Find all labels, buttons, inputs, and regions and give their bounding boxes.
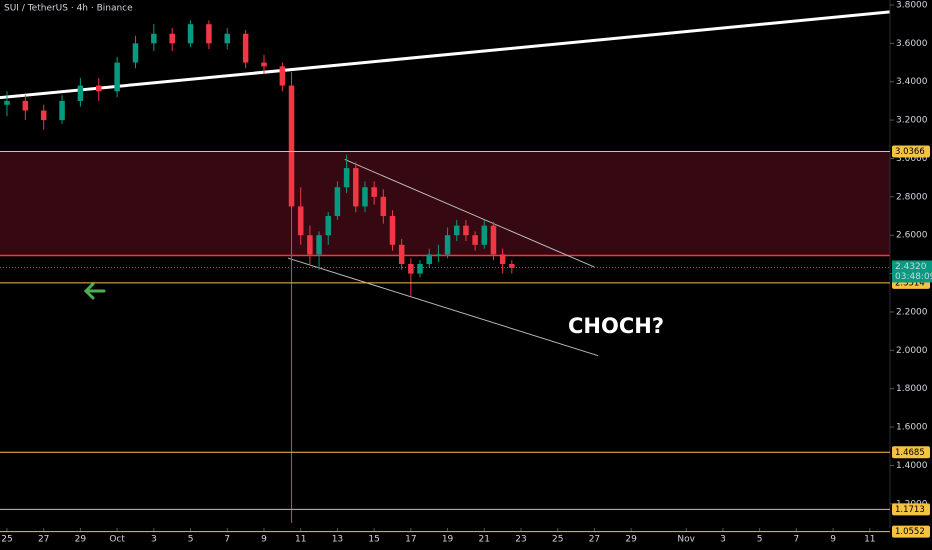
candle-body	[481, 225, 488, 245]
x-tick-label: 27	[589, 535, 600, 545]
candle-body	[426, 254, 432, 264]
level-label-box	[892, 446, 930, 459]
trendline	[344, 158, 595, 268]
candle-body	[463, 225, 469, 236]
x-tick-label: Nov	[677, 535, 695, 545]
x-tick-label: 19	[442, 535, 454, 545]
candle-body	[362, 187, 368, 207]
x-tick-label: 5	[188, 535, 194, 545]
candle-body	[187, 24, 194, 44]
candle-body	[242, 33, 249, 63]
y-tick-label: 1.4000	[896, 461, 928, 471]
candle-body	[288, 85, 295, 207]
candle-body	[59, 100, 65, 121]
candle-body	[40, 110, 47, 121]
chart-title: SUI / TetherUS · 4h · Binance	[4, 4, 133, 14]
candle-body	[206, 24, 212, 44]
trendline	[287, 257, 599, 357]
x-tick-label: 9	[830, 535, 836, 545]
plot-area	[0, 10, 891, 524]
x-tick-label: 25	[1, 535, 12, 545]
trendline	[0, 10, 891, 100]
candle-body	[490, 225, 497, 255]
last-price-label: 2.4320	[895, 262, 927, 272]
level-label-box	[892, 503, 930, 516]
candle-body	[499, 254, 506, 264]
candle-body	[77, 85, 84, 101]
candle-body	[353, 168, 359, 207]
candle-body	[279, 66, 286, 86]
countdown-label: 03:48:09	[895, 272, 932, 282]
candle-body	[453, 225, 460, 236]
x-tick-label: 25	[552, 535, 563, 545]
x-tick-label: 29	[625, 535, 637, 545]
candle-body	[444, 235, 451, 255]
x-tick-label: 15	[368, 535, 379, 545]
level-label: 3.0366	[895, 147, 925, 157]
x-tick-label: 17	[405, 535, 416, 545]
last-price-box	[892, 260, 932, 283]
candle-body	[371, 187, 377, 197]
candle-body	[343, 168, 350, 188]
y-tick-label: 3.2000	[896, 116, 928, 126]
candle-body	[96, 85, 102, 92]
candle-body	[261, 62, 267, 67]
candle-body	[417, 264, 423, 274]
x-tick-label: 11	[295, 535, 306, 545]
y-tick-label: 1.8000	[896, 384, 928, 394]
candle-body	[307, 235, 313, 255]
y-tick-label: 2.8000	[896, 192, 928, 202]
x-tick-label: 5	[757, 535, 763, 545]
y-tick-label: 3.8000	[896, 0, 928, 10]
candle-body	[334, 187, 341, 217]
y-tick-label: 2.0000	[896, 346, 928, 356]
y-tick-label: 3.6000	[896, 39, 928, 49]
candle-body	[316, 235, 322, 255]
candle-body	[4, 100, 10, 105]
candle-body	[509, 264, 515, 268]
level-label: 1.4685	[895, 448, 925, 458]
arrow-icon	[83, 282, 106, 300]
candle-body	[297, 206, 304, 236]
x-tick-label: 13	[332, 535, 343, 545]
candle-body	[169, 33, 175, 44]
x-tick-label: 7	[224, 535, 230, 545]
candle-body	[389, 216, 396, 245]
y-tick-label: 3.0000	[896, 154, 928, 164]
y-tick-label: 2.6000	[896, 231, 928, 241]
candle-body	[435, 254, 442, 256]
x-tick-label: 3	[720, 535, 726, 545]
x-tick-label: 9	[261, 535, 267, 545]
x-tick-label: 29	[75, 535, 87, 545]
candle-body	[224, 33, 231, 44]
x-tick-label: 3	[151, 535, 157, 545]
candle-body	[408, 264, 414, 274]
level-label: 2.3514	[895, 278, 925, 288]
candle-body	[325, 216, 331, 236]
candle-body	[380, 196, 387, 217]
x-tick-label: 21	[479, 535, 490, 545]
x-tick-label: 27	[38, 535, 49, 545]
candle-body	[151, 33, 157, 44]
level-label: 1.1713	[895, 505, 925, 515]
y-tick-label: 2.2000	[896, 307, 928, 317]
candle-body	[132, 43, 139, 63]
x-tick-label: 23	[515, 535, 526, 545]
level-label-box	[892, 145, 930, 158]
candle-body	[472, 235, 478, 245]
x-tick-label: 11	[864, 535, 875, 545]
candle-body	[22, 100, 29, 111]
x-tick-label: 7	[794, 535, 800, 545]
y-tick-label: 3.4000	[896, 77, 928, 87]
candle-body	[114, 62, 120, 92]
candle-body	[398, 244, 405, 264]
y-tick-label: 1.6000	[896, 423, 928, 433]
level-label-box	[892, 525, 930, 538]
x-tick-label: Oct	[109, 535, 125, 545]
level-label: 1.0552	[895, 527, 925, 537]
annotation: CHOCH?	[568, 314, 664, 338]
